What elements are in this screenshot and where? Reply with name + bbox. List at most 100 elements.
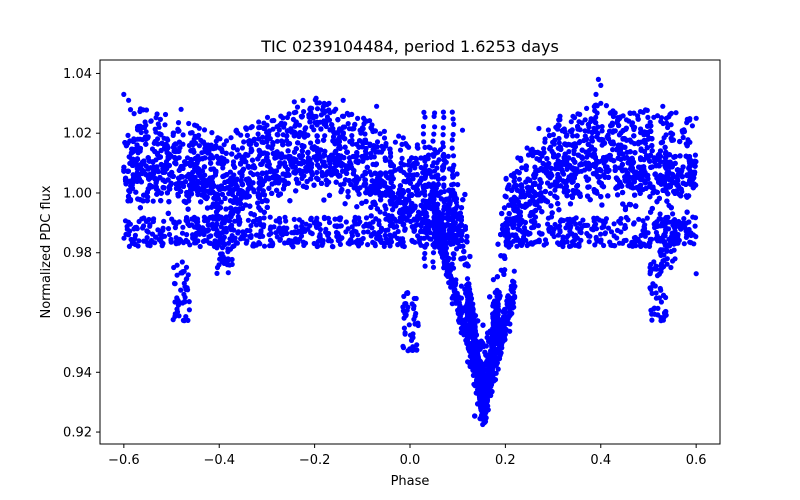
data-point — [649, 205, 655, 212]
data-point — [532, 181, 538, 187]
data-point — [304, 178, 310, 185]
data-point — [250, 172, 256, 178]
data-point — [255, 200, 261, 206]
data-point — [274, 187, 280, 193]
data-point — [417, 178, 423, 184]
data-point — [648, 164, 654, 170]
data-point — [631, 133, 637, 139]
data-point — [525, 184, 531, 190]
data-point — [246, 185, 252, 191]
data-point — [644, 173, 650, 179]
data-point — [462, 191, 468, 198]
data-point — [675, 178, 681, 184]
data-point — [382, 203, 388, 209]
data-point — [318, 126, 324, 132]
data-point — [265, 144, 271, 150]
data-point — [647, 158, 653, 164]
data-point — [157, 174, 163, 181]
data-point — [428, 192, 434, 198]
data-point — [232, 195, 238, 201]
data-point — [291, 149, 298, 155]
data-point — [154, 191, 160, 197]
data-point — [204, 194, 210, 200]
data-point — [311, 182, 317, 188]
data-point — [542, 188, 549, 195]
data-point — [579, 155, 586, 161]
data-point — [663, 149, 669, 155]
data-point — [585, 184, 591, 190]
data-point — [314, 133, 320, 139]
data-point — [668, 205, 674, 211]
data-point — [548, 165, 554, 171]
data-point — [592, 171, 599, 177]
data-point — [555, 201, 561, 207]
data-point — [662, 155, 669, 161]
data-point — [201, 164, 207, 170]
data-point — [591, 151, 597, 157]
data-point — [543, 165, 550, 171]
data-point — [558, 183, 564, 189]
data-point — [288, 159, 294, 165]
data-point — [390, 184, 396, 190]
data-point — [555, 158, 561, 164]
data-point — [285, 154, 291, 160]
data-point — [251, 163, 257, 169]
data-point — [588, 144, 595, 150]
data-point — [305, 155, 311, 161]
data-point — [345, 194, 351, 200]
data-point — [464, 233, 470, 240]
data-point — [383, 170, 389, 176]
data-point — [639, 174, 645, 180]
data-point — [636, 164, 642, 170]
data-point — [495, 241, 501, 247]
data-point — [326, 179, 332, 185]
data-point — [354, 204, 360, 210]
data-point — [605, 174, 612, 180]
data-point — [464, 239, 470, 245]
data-point — [606, 167, 612, 173]
data-point — [654, 199, 660, 205]
data-point — [564, 193, 570, 199]
data-point — [175, 193, 181, 199]
data-point — [364, 164, 370, 170]
data-point — [409, 192, 415, 198]
data-point — [227, 169, 233, 175]
data-point — [165, 210, 171, 216]
data-point — [669, 171, 676, 177]
data-point — [222, 195, 228, 201]
data-point — [652, 171, 658, 177]
data-point — [649, 143, 655, 149]
data-point — [545, 173, 552, 179]
data-point — [567, 201, 574, 207]
data-point — [314, 175, 320, 181]
data-point — [521, 193, 527, 199]
data-point — [143, 141, 149, 147]
data-point — [180, 165, 186, 171]
data-point — [487, 294, 493, 300]
data-point — [615, 145, 621, 151]
data-point — [561, 161, 567, 167]
data-point — [579, 161, 585, 167]
data-point — [662, 164, 669, 170]
data-point — [300, 183, 306, 189]
data-point — [139, 168, 146, 174]
data-point — [680, 180, 686, 186]
data-point — [264, 204, 270, 210]
data-point — [355, 159, 361, 166]
data-point — [149, 184, 155, 190]
data-point — [494, 274, 500, 280]
data-point — [632, 150, 638, 156]
data-point — [285, 148, 291, 154]
data-point — [363, 198, 369, 205]
data-point — [381, 180, 388, 186]
data-point — [546, 161, 552, 167]
data-point — [522, 219, 528, 226]
data-point — [414, 182, 420, 189]
data-point — [527, 177, 533, 183]
data-point — [195, 189, 201, 195]
data-point — [245, 176, 251, 182]
data-point — [533, 207, 539, 214]
data-point — [150, 198, 156, 204]
data-point — [547, 190, 554, 196]
data-point — [122, 176, 129, 182]
